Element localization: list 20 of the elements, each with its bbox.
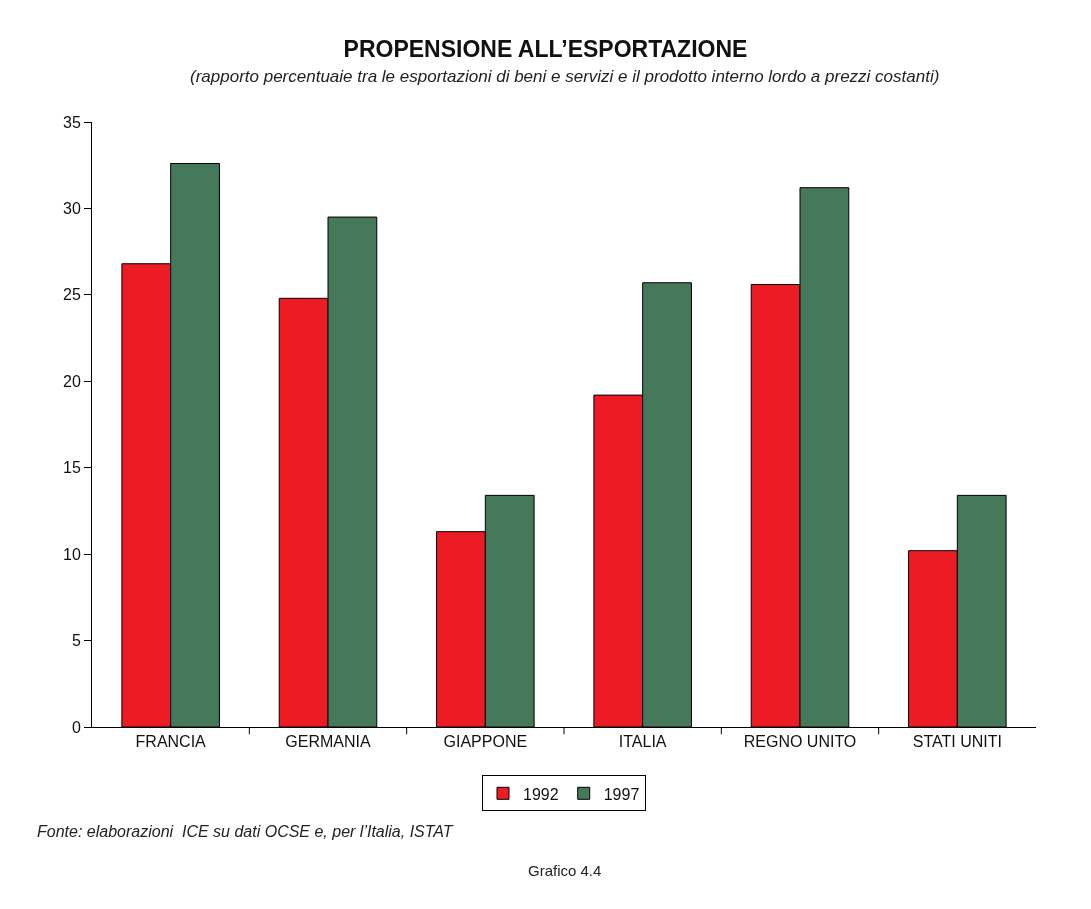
x-tick-label: GIAPPONE <box>443 733 528 751</box>
y-tick-label: 15 <box>63 459 81 477</box>
y-tick-label: 35 <box>63 113 81 131</box>
x-tick-label: ITALIA <box>618 733 667 751</box>
x-tick-label: REGNO UNITO <box>743 733 857 751</box>
chart-subtitle: (rapporto percentuaie tra le esportazioni di beni e servizi e il prodotto interno lordo a prezzi costanti) <box>190 67 940 86</box>
legend-label: 1992 <box>523 785 559 803</box>
x-tick-label: FRANCIA <box>135 733 207 751</box>
legend-label: 1997 <box>603 785 640 803</box>
y-tick-label: 20 <box>63 372 81 390</box>
y-tick-label: 5 <box>71 632 81 650</box>
text: Grafico 4.4 <box>528 862 602 879</box>
y-tick-label: 10 <box>63 545 81 563</box>
chart-title: PROPENSIONE ALL’ESPORTAZIONE <box>343 36 748 62</box>
x-tick-label: GERMANIA <box>285 733 371 751</box>
y-tick-label: 25 <box>63 286 81 304</box>
source-note: Fonte: elaborazioni ICE su dati OCSE e, per l’Italia, ISTAT <box>37 823 454 840</box>
x-tick-label: STATI UNITI <box>912 733 1002 751</box>
y-tick-label: 30 <box>63 200 81 218</box>
y-tick-label: 0 <box>71 718 81 736</box>
